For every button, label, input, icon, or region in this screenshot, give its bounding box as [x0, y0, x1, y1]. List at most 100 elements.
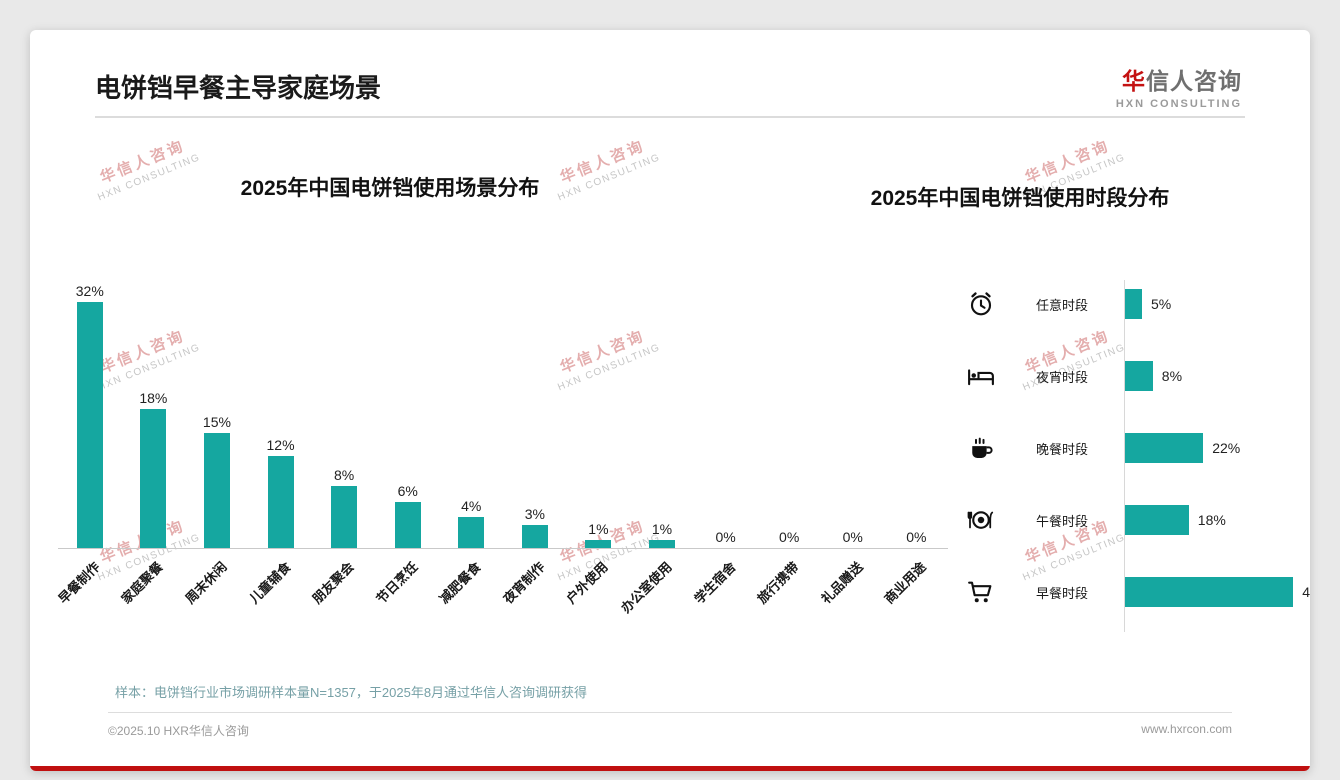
bar-wrap: 22%	[1124, 433, 1240, 463]
bar-value-label: 47%	[1302, 584, 1310, 600]
time-chart-rows: 任意时段 5% 夜宵时段 8% 晚餐时段 22% 午餐时段 18% 早餐时段 47%	[950, 268, 1310, 628]
category-label: 周末休闲	[182, 559, 230, 607]
bar-value-label: 18%	[1197, 512, 1226, 528]
plate-cutlery-icon	[966, 505, 996, 535]
alarm-clock-icon	[966, 289, 996, 319]
bar-value-label: 0%	[906, 529, 927, 545]
bed-icon	[966, 361, 996, 391]
bar-value-label: 22%	[1212, 440, 1241, 456]
bar-slot: 15%	[185, 413, 249, 548]
header-divider	[95, 116, 1245, 118]
scene-chart-title: 2025年中国电饼铛使用场景分布	[240, 177, 540, 200]
category-slot: 学生宿舍	[691, 549, 758, 624]
time-label: 夜宵时段	[1036, 369, 1089, 385]
bar-slot: 32%	[58, 283, 122, 548]
bar	[458, 517, 485, 548]
category-slot: 节日烹饪	[373, 549, 440, 624]
time-chart: 任意时段 5% 夜宵时段 8% 晚餐时段 22% 午餐时段 18% 早餐时段 47%	[950, 268, 1310, 632]
bar-value-label: 3%	[524, 505, 545, 522]
bar	[648, 540, 675, 548]
footer-divider	[108, 712, 1232, 713]
category-label: 朋友聚会	[309, 559, 357, 607]
bar-slot: 0%	[757, 529, 821, 548]
bar	[521, 524, 548, 548]
bar-value-label: 1%	[588, 521, 609, 538]
bar-value-label: 0%	[715, 529, 736, 545]
category-slot: 减肥餐食	[437, 549, 503, 624]
category-label: 户外使用	[563, 559, 612, 607]
category-label: 儿童辅食	[245, 559, 294, 607]
bar-value-label: 6%	[397, 482, 418, 499]
bar-slot: 0%	[885, 529, 949, 548]
time-label: 午餐时段	[1036, 513, 1089, 529]
bar-value-label: 8%	[1161, 368, 1183, 384]
time-row: 晚餐时段 22%	[950, 412, 1300, 484]
category-label: 旅行携带	[754, 559, 802, 607]
scene-chart-plot: 32% 18% 15% 12% 8% 6% 4% 3% 1% 1% 0% 0% 0% 0%	[58, 270, 948, 549]
bar-slot: 0%	[694, 529, 758, 548]
category-label: 学生宿舍	[690, 559, 739, 607]
bar-wrap: 47%	[1124, 577, 1310, 607]
time-row: 早餐时段 47%	[950, 556, 1310, 628]
scene-chart: 32% 18% 15% 12% 8% 6% 4% 3% 1% 1% 0% 0% 0% 0% 早餐制作 家庭聚…	[55, 270, 949, 624]
category-slot: 夜宵制作	[500, 549, 567, 624]
logo-gray-chars: 信人咨询	[1146, 68, 1242, 94]
shopping-cart-icon	[966, 577, 996, 607]
bar-wrap: 5%	[1124, 289, 1171, 319]
bar	[1124, 433, 1204, 463]
bar-value-label: 5%	[1151, 296, 1172, 312]
bar-slot: 4%	[439, 498, 503, 548]
logo-red-char: 华	[1122, 68, 1146, 94]
website-link[interactable]: www.hxrcon.com	[1141, 722, 1232, 736]
bar-value-label: 0%	[779, 529, 800, 545]
bar-slot: 12%	[249, 437, 313, 548]
bar	[76, 301, 103, 548]
category-slot: 户外使用	[564, 549, 631, 624]
coffee-cup-icon	[966, 433, 996, 463]
bar-value-label: 0%	[842, 529, 863, 545]
time-chart-axis	[1124, 280, 1125, 632]
time-label: 早餐时段	[1036, 585, 1089, 601]
category-slot: 家庭聚餐	[119, 549, 186, 624]
report-card: 华信人咨询 HXN CONSULTING 华信人咨询 HXN CONSULTING 华信…	[30, 30, 1310, 771]
bar-value-label: 15%	[202, 413, 231, 430]
time-row: 午餐时段 18%	[950, 484, 1300, 556]
bar-wrap: 18%	[1124, 505, 1226, 535]
category-label: 礼品赠送	[818, 559, 866, 607]
bar-slot: 0%	[821, 529, 885, 548]
bar	[394, 501, 421, 548]
bar	[1124, 289, 1142, 319]
page-title: 电饼铛早餐主导家庭场景	[95, 73, 382, 103]
category-slot: 旅行携带	[754, 549, 821, 624]
bar	[1124, 577, 1294, 607]
bar-slot: 1%	[567, 521, 631, 548]
category-slot: 早餐制作	[55, 549, 122, 624]
bar	[1124, 361, 1153, 391]
category-slot: 办公室使用	[618, 549, 694, 624]
bar	[140, 409, 167, 548]
category-slot: 商业用途	[882, 549, 949, 624]
bar-value-label: 12%	[266, 436, 295, 453]
category-label: 家庭聚餐	[118, 559, 167, 607]
bar-value-label: 8%	[333, 467, 355, 484]
time-row: 任意时段 5%	[950, 268, 1300, 340]
bar-slot: 8%	[312, 467, 376, 548]
bar	[267, 455, 294, 548]
bar-slot: 18%	[122, 390, 186, 548]
bar-value-label: 32%	[75, 282, 104, 299]
sample-note: 样本：电饼铛行业市场调研样本量N=1357，于2025年8月通过华信人咨询调研获…	[115, 685, 588, 700]
category-label: 减肥餐食	[436, 559, 484, 607]
time-label: 晚餐时段	[1036, 441, 1089, 457]
logo-text-en: HXN CONSULTING	[1115, 98, 1242, 110]
bar-value-label: 1%	[651, 521, 673, 538]
bar-value-label: 4%	[461, 498, 482, 515]
bar-slot: 6%	[376, 483, 440, 548]
bar-wrap: 8%	[1124, 361, 1182, 391]
category-label: 商业用途	[881, 559, 930, 607]
bar-value-label: 18%	[139, 390, 168, 407]
time-chart-title: 2025年中国电饼铛使用时段分布	[870, 187, 1170, 210]
category-slot: 儿童辅食	[246, 549, 313, 624]
time-label: 任意时段	[1036, 297, 1089, 313]
logo-text-cn: 华信人咨询	[1116, 62, 1242, 96]
copyright-text: ©2025.10 HXR华信人咨询	[108, 724, 249, 738]
